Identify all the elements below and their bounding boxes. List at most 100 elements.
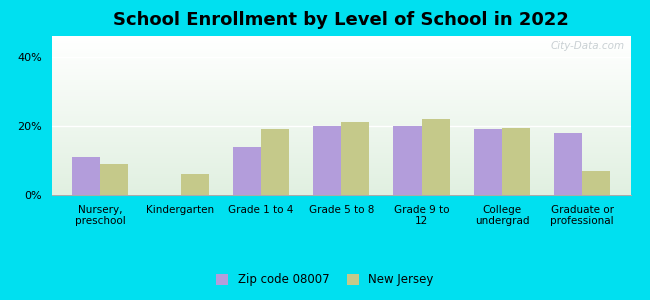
- Bar: [72, 157, 100, 195]
- Bar: [52, 166, 630, 167]
- Bar: [52, 78, 630, 79]
- Bar: [52, 131, 630, 132]
- Bar: [52, 149, 630, 150]
- Bar: [52, 98, 630, 99]
- Bar: [52, 94, 630, 95]
- Bar: [52, 110, 630, 111]
- Bar: [52, 107, 630, 108]
- Bar: [52, 192, 630, 193]
- Bar: [52, 165, 630, 166]
- Bar: [52, 160, 630, 161]
- Bar: [52, 63, 630, 64]
- Bar: [181, 174, 209, 195]
- Bar: [52, 139, 630, 140]
- Bar: [52, 45, 630, 46]
- Bar: [52, 118, 630, 119]
- Bar: [52, 128, 630, 129]
- Bar: [52, 42, 630, 43]
- Bar: [52, 90, 630, 91]
- Bar: [52, 116, 630, 117]
- Bar: [52, 93, 630, 94]
- Bar: [52, 172, 630, 173]
- Bar: [52, 62, 630, 63]
- Bar: [52, 184, 630, 185]
- Bar: [52, 167, 630, 168]
- Bar: [52, 43, 630, 44]
- Bar: [52, 60, 630, 61]
- Bar: [52, 187, 630, 188]
- Bar: [52, 182, 630, 183]
- Bar: [52, 162, 630, 163]
- Bar: [52, 73, 630, 74]
- Bar: [474, 129, 502, 195]
- Bar: [52, 82, 630, 83]
- Bar: [52, 188, 630, 189]
- Bar: [52, 154, 630, 155]
- Bar: [52, 50, 630, 51]
- Bar: [52, 38, 630, 39]
- Bar: [52, 96, 630, 97]
- Bar: [52, 66, 630, 67]
- Bar: [52, 180, 630, 181]
- Bar: [52, 190, 630, 191]
- Bar: [313, 126, 341, 195]
- Bar: [393, 126, 422, 195]
- Bar: [52, 100, 630, 101]
- Bar: [52, 179, 630, 180]
- Text: City-Data.com: City-Data.com: [551, 41, 625, 51]
- Bar: [52, 177, 630, 178]
- Bar: [52, 115, 630, 116]
- Bar: [52, 109, 630, 110]
- Bar: [52, 136, 630, 137]
- Bar: [52, 183, 630, 184]
- Bar: [52, 127, 630, 128]
- Bar: [52, 106, 630, 107]
- Bar: [52, 46, 630, 47]
- Bar: [52, 194, 630, 195]
- Bar: [52, 99, 630, 100]
- Bar: [52, 53, 630, 54]
- Bar: [52, 173, 630, 174]
- Bar: [52, 100, 630, 101]
- Bar: [52, 68, 630, 69]
- Bar: [52, 181, 630, 182]
- Bar: [52, 138, 630, 139]
- Bar: [52, 67, 630, 68]
- Bar: [52, 169, 630, 170]
- Bar: [52, 41, 630, 42]
- Bar: [52, 164, 630, 165]
- Bar: [52, 92, 630, 93]
- Bar: [52, 114, 630, 115]
- Bar: [52, 175, 630, 176]
- Bar: [52, 142, 630, 143]
- Bar: [52, 76, 630, 77]
- Bar: [52, 54, 630, 55]
- Bar: [52, 88, 630, 89]
- Bar: [52, 171, 630, 172]
- Bar: [52, 176, 630, 177]
- Bar: [52, 189, 630, 190]
- Bar: [52, 71, 630, 72]
- Bar: [52, 144, 630, 145]
- Bar: [52, 186, 630, 187]
- Bar: [52, 140, 630, 141]
- Bar: [52, 36, 630, 37]
- Bar: [52, 57, 630, 58]
- Bar: [52, 152, 630, 153]
- Bar: [52, 170, 630, 171]
- Title: School Enrollment by Level of School in 2022: School Enrollment by Level of School in …: [113, 11, 569, 29]
- Bar: [52, 153, 630, 154]
- Bar: [52, 85, 630, 86]
- Bar: [52, 157, 630, 158]
- Bar: [52, 141, 630, 142]
- Bar: [52, 135, 630, 136]
- Bar: [52, 133, 630, 134]
- Bar: [52, 193, 630, 194]
- Bar: [341, 122, 369, 195]
- Bar: [52, 134, 630, 135]
- Bar: [52, 97, 630, 98]
- Bar: [52, 132, 630, 133]
- Bar: [52, 47, 630, 48]
- Bar: [52, 122, 630, 123]
- Bar: [52, 81, 630, 82]
